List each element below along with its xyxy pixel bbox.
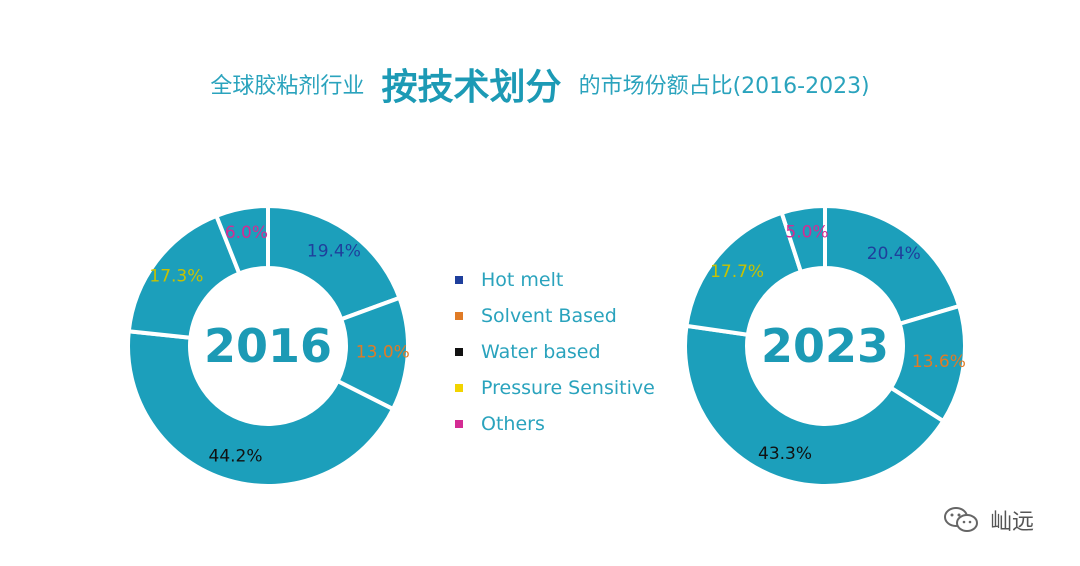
- center-year-label-2016: 2016: [204, 319, 332, 373]
- legend-label: Others: [481, 413, 545, 435]
- legend-swatch: [455, 420, 463, 428]
- donut-chart-2023: 20.4% 13.6% 43.3% 17.7% 5.0% 2023: [675, 196, 975, 500]
- chart-title: 全球胶粘剂行业 按技术划分 的市场份额占比(2016-2023): [0, 58, 1080, 110]
- data-label-others-2023: 5.0%: [785, 222, 828, 242]
- legend-item-hot-melt: Hot melt: [455, 262, 655, 298]
- data-label-water-based-2023: 43.3%: [758, 444, 812, 464]
- legend-swatch: [455, 384, 463, 392]
- watermark: 屾远: [942, 504, 1034, 536]
- legend-swatch: [455, 276, 463, 284]
- slice-others-2016: [213, 203, 270, 277]
- legend-swatch: [455, 348, 463, 356]
- slice-water-based-2016: [126, 329, 396, 488]
- donut-2016-svg: 19.4% 13.0% 44.2% 17.3% 6.0% 2016: [126, 203, 410, 488]
- data-label-hot-melt-2016: 19.4%: [307, 242, 361, 262]
- legend-item-solvent-based: Solvent Based: [455, 298, 655, 334]
- title-emphasis: 按技术划分: [381, 67, 562, 108]
- data-label-others-2016: 6.0%: [225, 223, 268, 243]
- data-label-pressure-sensitive-2023: 17.7%: [710, 262, 764, 282]
- data-label-solvent-based-2016: 13.0%: [356, 343, 410, 363]
- legend-item-pressure-sensitive: Pressure Sensitive: [455, 370, 655, 406]
- donut-chart-2016: 19.4% 13.0% 44.2% 17.3% 6.0% 2016: [118, 196, 418, 500]
- center-year-label-2023: 2023: [761, 319, 889, 373]
- title-suffix: 的市场份额占比(2016-2023): [578, 74, 870, 99]
- slice-hot-melt-2023: [823, 203, 962, 327]
- watermark-text: 屾远: [990, 510, 1035, 535]
- wechat-icon: [944, 507, 978, 532]
- legend-label: Solvent Based: [481, 305, 617, 327]
- legend-swatch: [455, 312, 463, 320]
- legend: Hot melt Solvent Based Water based Press…: [455, 262, 655, 442]
- slice-water-based-2023: [683, 323, 946, 488]
- legend-label: Hot melt: [481, 269, 564, 291]
- donut-2023-svg: 20.4% 13.6% 43.3% 17.7% 5.0% 2023: [683, 203, 967, 488]
- slice-hot-melt-2016: [266, 203, 403, 322]
- data-label-pressure-sensitive-2016: 17.3%: [149, 266, 203, 286]
- slice-others-2023: [779, 203, 827, 275]
- legend-item-others: Others: [455, 406, 655, 442]
- data-label-hot-melt-2023: 20.4%: [867, 244, 921, 264]
- data-label-solvent-based-2023: 13.6%: [912, 352, 966, 372]
- legend-label: Water based: [481, 341, 601, 363]
- legend-label: Pressure Sensitive: [481, 377, 655, 399]
- title-prefix: 全球胶粘剂行业: [210, 74, 365, 99]
- legend-item-water-based: Water based: [455, 334, 655, 370]
- data-label-water-based-2016: 44.2%: [209, 446, 263, 466]
